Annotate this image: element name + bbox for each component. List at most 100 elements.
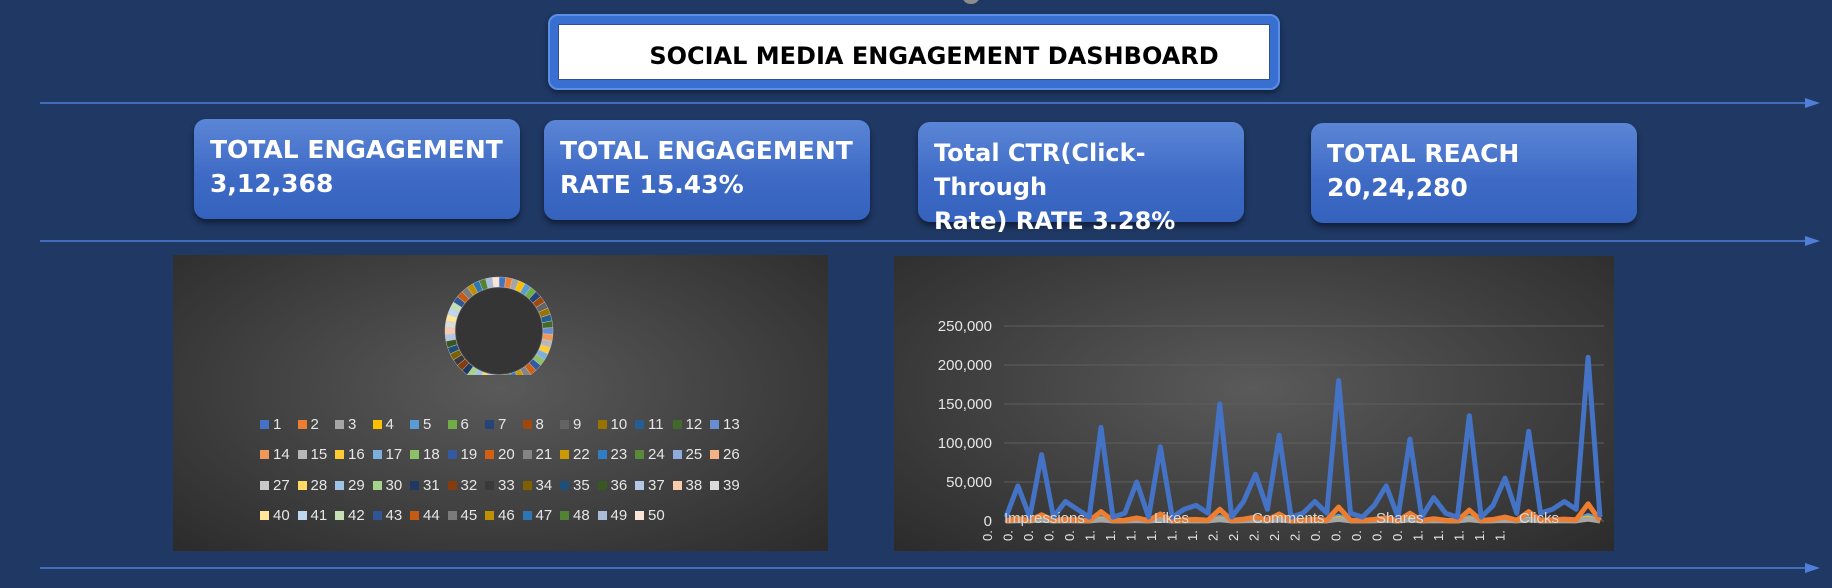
- x-tick-label: 1.: [1165, 530, 1180, 541]
- x-tick-label: 2.: [1226, 530, 1241, 541]
- donut-legend-item: 18: [410, 443, 440, 465]
- legend-swatch: [522, 480, 532, 490]
- legend-label: 38: [685, 476, 703, 494]
- donut-legend-item: 35: [560, 474, 590, 496]
- donut-legend-item: 11: [635, 413, 664, 435]
- donut-slice[interactable]: [444, 327, 456, 335]
- legend-swatch: [335, 449, 344, 459]
- legend-label: 4: [385, 415, 394, 433]
- legend-label: 44: [423, 506, 440, 524]
- donut-legend-item: 22: [560, 443, 590, 465]
- donut-legend-item: 6: [447, 413, 469, 435]
- legend-swatch: [635, 449, 644, 459]
- donut-legend-item: 17: [372, 443, 402, 465]
- legend-swatch: [485, 480, 494, 490]
- legend-label: 41: [310, 506, 328, 524]
- x-tick-label: 0.: [1370, 530, 1385, 541]
- donut-slice[interactable]: [542, 327, 554, 335]
- legend-swatch: [447, 510, 457, 520]
- legend-label: 33: [498, 476, 515, 494]
- legend-label: 49: [610, 506, 628, 524]
- x-tick-label: 1.: [1124, 530, 1139, 541]
- legend-label: 8: [535, 415, 544, 433]
- kpi-total-engagement-line1: TOTAL ENGAGEMENT: [210, 135, 503, 164]
- legend-label: 46: [498, 506, 515, 524]
- legend-swatch: [372, 510, 382, 520]
- y-tick-label: 0: [984, 513, 992, 530]
- legend-swatch: [297, 449, 307, 459]
- legend-label: 50: [648, 506, 665, 524]
- legend-label: 11: [648, 415, 664, 433]
- donut-legend-item: 5: [410, 413, 431, 435]
- legend-swatch: [635, 510, 644, 520]
- kpi-ctr-rate[interactable]: Total CTR(Click-Through Rate) RATE 3.28%: [918, 122, 1244, 235]
- legend-label: 1: [273, 415, 282, 433]
- legend-label: 7: [498, 415, 507, 433]
- legend-swatch: [672, 419, 682, 429]
- line-chart-panel[interactable]: 250,000 200,000 150,000 100,000 50,000 0 Impr…: [894, 256, 1614, 551]
- donut-legend-item: 13: [710, 413, 740, 435]
- donut-legend-item: 21: [522, 443, 552, 465]
- donut-legend-item: 23: [597, 443, 627, 465]
- donut-legend-item: 27: [260, 474, 290, 496]
- legend-swatch: [372, 480, 382, 490]
- donut-legend-item: 7: [485, 413, 506, 435]
- x-tick-label: 1.: [1431, 530, 1446, 541]
- x-tick-label: 1.: [1411, 530, 1426, 541]
- donut-legend-item: 43: [372, 504, 402, 526]
- legend-swatch: [447, 419, 457, 429]
- donut-legend-item: 9: [560, 413, 581, 435]
- legend-label: 24: [648, 445, 665, 463]
- donut-legend-item: 48: [560, 504, 590, 526]
- donut-legend-item: 26: [710, 443, 740, 465]
- title-frame: SOCIAL MEDIA ENGAGEMENT DASHBOARD: [548, 14, 1280, 90]
- line-chart: 250,000 200,000 150,000 100,000 50,000 0 Impr…: [938, 318, 1604, 541]
- legend-label: 18: [423, 445, 440, 463]
- legend-swatch: [672, 449, 682, 459]
- top-handle[interactable]: [963, 0, 979, 4]
- kpi-total-reach-value: TOTAL REACH 20,24,280: [1327, 139, 1520, 202]
- legend-label: 29: [348, 476, 365, 494]
- donut-chart-panel[interactable]: 1 2 3 4 5 6 7 8 9 10 11 12 13 14 15 16 17 18 19 20 21 22 23 24 2…: [173, 255, 828, 551]
- series-legend-label: Impressions: [1004, 510, 1085, 527]
- donut-legend-item: 1: [260, 413, 281, 435]
- legend-swatch: [635, 419, 644, 429]
- legend-label: 34: [535, 476, 553, 494]
- legend-swatch: [710, 480, 719, 490]
- donut-legend-item: 3: [335, 413, 356, 435]
- legend-swatch: [635, 480, 644, 490]
- legend-swatch: [485, 510, 494, 520]
- legend-label: 9: [573, 415, 582, 433]
- legend-swatch: [560, 480, 569, 490]
- donut-legend-item: 42: [335, 504, 365, 526]
- legend-label: 31: [423, 476, 440, 494]
- x-tick-label: 0.: [1349, 530, 1364, 541]
- y-tick-label: 100,000: [938, 435, 992, 452]
- legend-label: 22: [573, 445, 590, 463]
- series-line-impressions[interactable]: [1003, 354, 1603, 520]
- dashboard-title: SOCIAL MEDIA ENGAGEMENT DASHBOARD: [649, 42, 1219, 70]
- donut-slice[interactable]: [492, 276, 500, 288]
- donut-legend-item: 4: [372, 413, 394, 435]
- donut-legend-item: 33: [485, 474, 515, 496]
- x-tick-label: 0.: [980, 530, 995, 541]
- legend-swatch: [410, 419, 419, 429]
- x-tick-label: 0.: [1329, 530, 1344, 541]
- legend-label: 32: [460, 476, 478, 494]
- legend-swatch: [485, 419, 494, 429]
- legend-swatch: [710, 419, 719, 429]
- legend-swatch: [297, 480, 307, 490]
- kpi-total-engagement[interactable]: TOTAL ENGAGEMENT 3,12,368: [194, 119, 520, 219]
- donut-legend-item: 38: [672, 474, 703, 496]
- donut-legend-item: 30: [372, 474, 402, 496]
- legend-label: 28: [310, 476, 328, 494]
- legend-swatch: [597, 480, 607, 490]
- kpi-engagement-rate[interactable]: TOTAL ENGAGEMENT RATE 15.43%: [544, 120, 870, 220]
- x-tick-label: 2.: [1288, 530, 1303, 541]
- series-line-likes[interactable]: [1005, 501, 1603, 524]
- kpi-total-reach[interactable]: TOTAL REACH 20,24,280: [1311, 123, 1637, 223]
- legend-swatch: [560, 419, 569, 429]
- legend-label: 13: [723, 415, 740, 433]
- legend-label: 14: [273, 445, 290, 463]
- title-box: SOCIAL MEDIA ENGAGEMENT DASHBOARD: [558, 24, 1270, 80]
